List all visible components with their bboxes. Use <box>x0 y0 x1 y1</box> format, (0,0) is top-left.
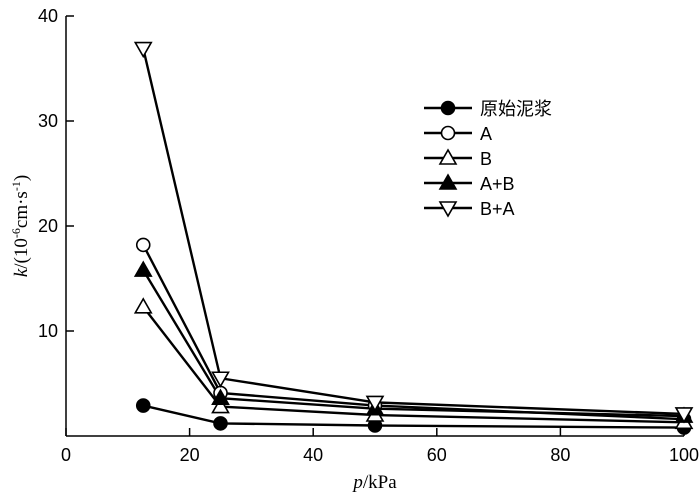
series-line-4 <box>142 48 685 416</box>
x-tick-label: 0 <box>61 445 71 465</box>
data-point-series-0 <box>213 416 228 431</box>
legend-label-4: B+A <box>480 199 515 219</box>
legend-marker-0 <box>440 100 456 116</box>
legend-label-1: A <box>480 124 492 144</box>
y-axis-title: k/(10-6cm·s-1) <box>9 175 32 277</box>
legend-label-3: A+B <box>480 174 515 194</box>
data-point-series-4 <box>133 41 153 59</box>
x-tick-label: 60 <box>427 445 447 465</box>
x-tick-label: 100 <box>669 445 699 465</box>
x-tick-label: 20 <box>180 445 200 465</box>
legend: 原始泥浆 AB A+B B+A <box>424 99 552 219</box>
data-point-series-4 <box>211 371 230 388</box>
series-line-3 <box>142 269 685 418</box>
data-point-series-3 <box>133 260 153 277</box>
data-point-series-4 <box>365 395 385 413</box>
ticks: 0 20 40 60 80 100 10 20 30 40 <box>38 6 699 465</box>
legend-label-2: B <box>480 149 492 169</box>
series-line-0 <box>142 404 685 429</box>
x-tick-label: 40 <box>303 445 323 465</box>
legend-marker-1 <box>440 125 456 141</box>
data-point-series-4 <box>674 407 694 424</box>
x-tick-label: 80 <box>550 445 570 465</box>
y-tick-label: 20 <box>38 216 58 236</box>
series-layer <box>133 41 694 435</box>
x-axis-title: p/kPa <box>351 472 397 493</box>
y-tick-label: 40 <box>38 6 58 26</box>
legend-marker-4 <box>438 201 458 218</box>
series-line-2 <box>142 306 685 424</box>
legend-marker-2 <box>438 148 458 165</box>
y-tick-label: 30 <box>38 111 58 131</box>
legend-marker-3 <box>438 173 458 190</box>
data-point-series-0 <box>135 398 151 413</box>
axes <box>65 16 684 437</box>
legend-label-0: 原始泥浆 <box>480 99 552 119</box>
data-point-series-1 <box>135 237 151 253</box>
data-point-series-2 <box>133 297 153 314</box>
y-tick-label: 10 <box>38 321 58 341</box>
data-point-series-3 <box>211 388 230 406</box>
data-point-series-2 <box>211 396 230 414</box>
